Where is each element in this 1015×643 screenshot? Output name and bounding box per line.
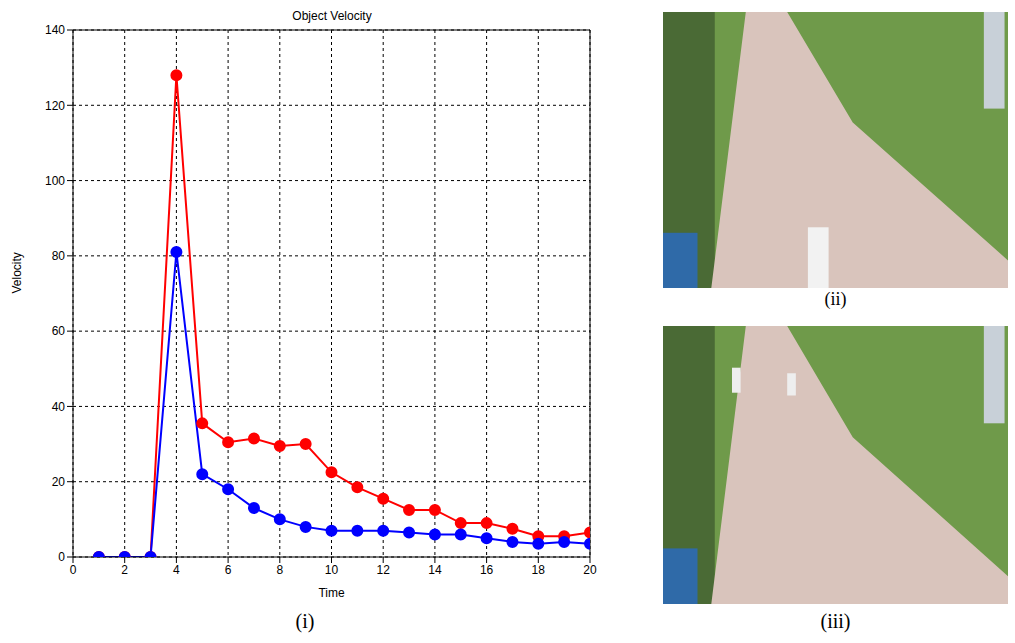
svg-text:40: 40 <box>52 400 66 414</box>
html-text:(ii): (ii) <box>824 289 847 309</box>
svg-text:10: 10 <box>325 563 339 577</box>
svg-text:0: 0 <box>70 563 77 577</box>
svg-text:20: 20 <box>52 475 66 489</box>
svg-text:4: 4 <box>173 563 180 577</box>
svg-text:14: 14 <box>428 563 442 577</box>
svg-text:120: 120 <box>45 99 65 113</box>
svg-text:6: 6 <box>225 563 232 577</box>
svg-text:16: 16 <box>480 563 494 577</box>
html-text:Object Velocity: Object Velocity <box>292 9 372 23</box>
svg-text:60: 60 <box>52 324 66 338</box>
svg-text:Velocity: Velocity <box>10 252 24 293</box>
html-text:(iii): (iii) <box>820 610 851 632</box>
html-text:(i): (i) <box>295 610 315 632</box>
svg-text:20: 20 <box>583 563 597 577</box>
svg-text:Time: Time <box>318 586 345 600</box>
svg-text:18: 18 <box>532 563 546 577</box>
svg-text:80: 80 <box>52 249 66 263</box>
svg-text:100: 100 <box>45 174 65 188</box>
svg-text:12: 12 <box>377 563 391 577</box>
svg-text:140: 140 <box>45 23 65 37</box>
svg-text:0: 0 <box>58 550 65 564</box>
svg-text:8: 8 <box>276 563 283 577</box>
svg-text:2: 2 <box>121 563 128 577</box>
